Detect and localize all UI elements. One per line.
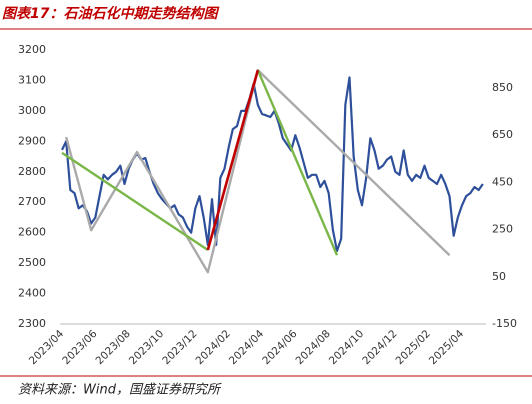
- y2-tick-label: 650: [492, 128, 513, 141]
- chart-title: 图表17：石油石化中期走势结构图: [2, 5, 219, 22]
- y-tick-label: 2500: [18, 256, 46, 269]
- y-tick-label: 3000: [18, 104, 46, 117]
- x-tick-label: 2023/06: [60, 328, 100, 368]
- y2-tick-label: 250: [492, 223, 513, 236]
- y2-tick-label: 850: [492, 81, 513, 94]
- y-tick-label: 2900: [18, 134, 46, 147]
- y2-tick-label: 450: [492, 175, 513, 188]
- x-tick-label: 2023/04: [27, 328, 67, 368]
- x-tick-label: 2024/08: [294, 328, 333, 367]
- series-line: [256, 69, 339, 256]
- x-tick-label: 2023/12: [160, 328, 199, 367]
- x-tick-label: 2023/08: [94, 328, 133, 367]
- x-tick-label: 2024/04: [227, 328, 267, 368]
- x-tick-label: 2024/10: [327, 328, 366, 367]
- y-tick-label: 3100: [18, 73, 46, 86]
- x-tick-label: 2024/06: [260, 328, 300, 368]
- x-tick-label: 2025/04: [427, 328, 467, 368]
- y-tick-label: 3200: [18, 43, 46, 56]
- y-tick-label: 2400: [18, 287, 46, 300]
- y2-tick-label: -150: [492, 317, 517, 330]
- x-tick-label: 2024/02: [194, 328, 233, 367]
- series-line: [61, 151, 209, 252]
- y2-tick-label: 50: [492, 270, 506, 283]
- x-tick-label: 2023/10: [127, 328, 166, 367]
- y-tick-label: 2300: [18, 317, 46, 330]
- series-line: [206, 69, 260, 251]
- x-tick-label: 2024/12: [360, 328, 399, 367]
- source-note: 资料来源：Wind，国盛证券研究所: [18, 382, 222, 398]
- y-tick-label: 2800: [18, 165, 46, 178]
- x-tick-label: 2025/02: [394, 328, 433, 367]
- y-tick-label: 2700: [18, 195, 46, 208]
- series-line: [65, 68, 451, 274]
- y-tick-label: 2600: [18, 226, 46, 239]
